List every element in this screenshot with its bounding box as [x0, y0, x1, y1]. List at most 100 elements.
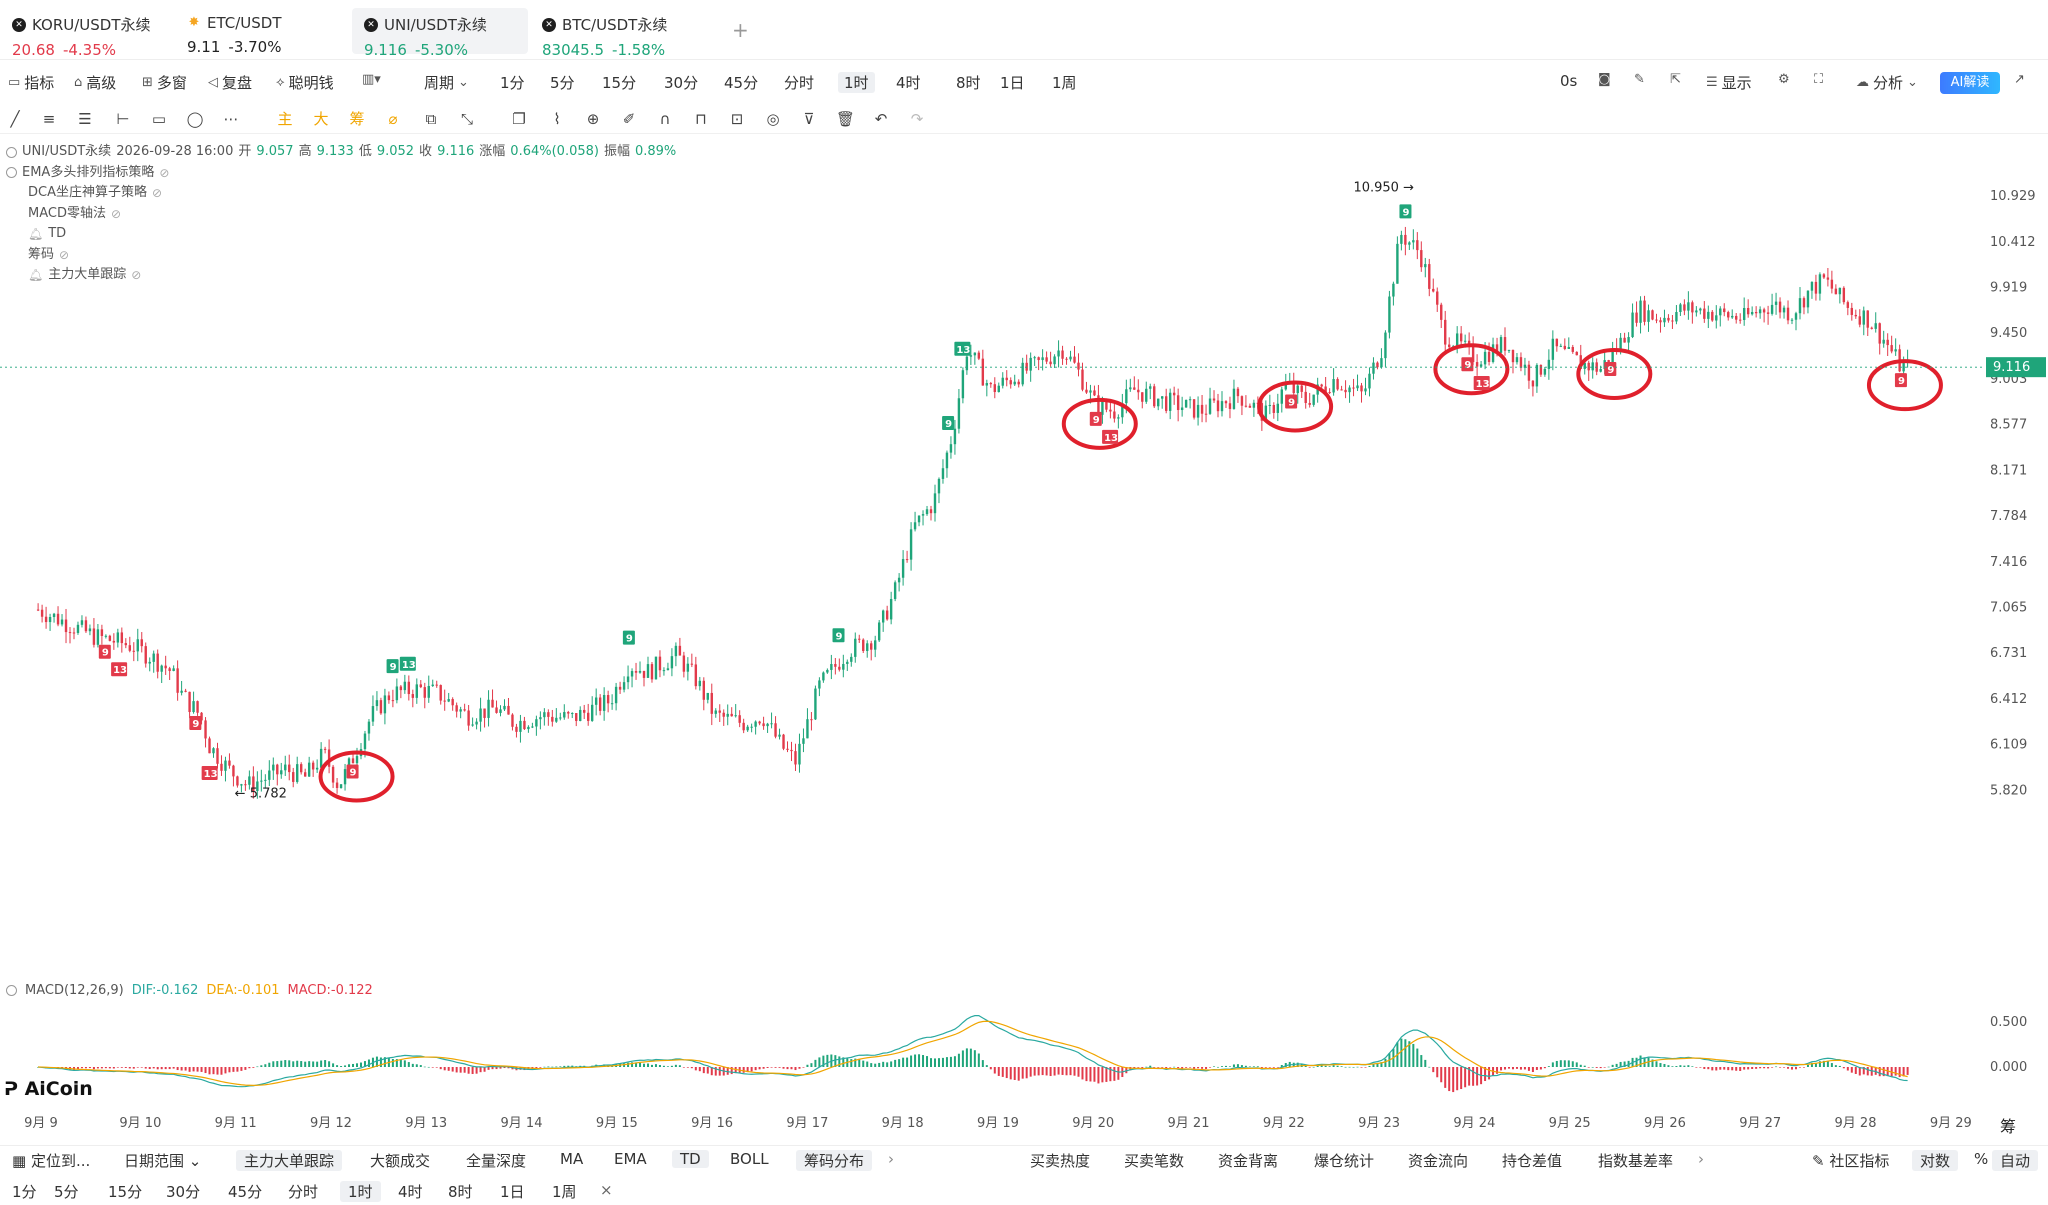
eye-off-icon[interactable]: ⊘ [131, 268, 142, 282]
period-10[interactable]: 1周 [1052, 74, 1077, 92]
bottom-period-3[interactable]: 30分 [166, 1183, 201, 1201]
indicator-0[interactable]: 主力大单跟踪 [236, 1150, 343, 1171]
strategy-ema[interactable]: EMA多头排列指标策略 ⊘ [6, 163, 676, 184]
horizontal-lines-icon[interactable]: ≡ [42, 110, 56, 128]
data-item-2[interactable]: 资金背离 [1218, 1152, 1279, 1170]
period-dropdown[interactable]: 周期 ⌄ [424, 74, 469, 92]
add-tab-icon[interactable]: + [732, 18, 749, 42]
indicator-button[interactable]: ▭ 指标 [8, 74, 55, 92]
indicator-7[interactable]: 筹码分布 [796, 1150, 873, 1171]
period-2[interactable]: 15分 [602, 74, 637, 92]
copy-drawing-icon[interactable]: ❐ [512, 110, 526, 128]
log-scale-toggle[interactable]: 对数 [1912, 1150, 1959, 1171]
display-button[interactable]: ☰ 显示 [1706, 74, 1752, 92]
copy-icon[interactable]: ⧉ [425, 110, 437, 128]
period-3[interactable]: 30分 [664, 74, 699, 92]
magnet-icon[interactable]: ∩ [659, 110, 671, 128]
bottom-period-9[interactable]: 1日 [500, 1183, 525, 1201]
indicator-2[interactable]: 全量深度 [466, 1152, 527, 1170]
close-circle-icon[interactable]: ✕ [12, 17, 26, 32]
ai-interpret-button[interactable]: AI解读 [1940, 72, 2000, 94]
collapse-circle-icon[interactable] [6, 146, 17, 158]
indicator-3[interactable]: MA [560, 1150, 584, 1168]
chip-marker-icon[interactable]: 筹 [349, 110, 365, 128]
price-chart[interactable]: 9 13 9 13 9 9 13 9 9 9 13 9 13 9 9 9 13 9 9 10.929 10.412 9.… [0, 140, 2048, 1130]
period-1[interactable]: 5分 [550, 74, 575, 92]
bottom-period-2[interactable]: 15分 [108, 1183, 143, 1201]
eye-off-icon[interactable]: ⊘ [159, 165, 170, 180]
bottom-period-0[interactable]: 1分 [12, 1183, 37, 1201]
fullscreen-icon[interactable]: ⛶ [1814, 72, 1824, 87]
settings-icon[interactable]: ⚙ [1778, 72, 1790, 87]
multi-window-button[interactable]: ⊞ 多窗 [142, 74, 187, 92]
tab-etc[interactable]: ✸ ETC/USDT 9.11 -3.70% [175, 8, 345, 56]
eye-off-icon[interactable]: ⊘ [151, 186, 163, 200]
advanced-button[interactable]: ⌂ 高级 [74, 74, 117, 92]
chevron-right-icon[interactable]: › [1698, 1150, 1704, 1168]
trend-line-icon[interactable]: ╱ [10, 110, 20, 128]
locate-button[interactable]: ▦ 定位到... [12, 1152, 91, 1170]
period-9[interactable]: 1日 [1000, 74, 1025, 92]
trash-icon[interactable]: 🗑 [836, 110, 856, 128]
indicator-6[interactable]: BOLL [730, 1150, 769, 1168]
eye-off-icon[interactable]: ⊘ [110, 206, 122, 221]
bottom-period-4[interactable]: 45分 [228, 1183, 263, 1201]
zoom-icon[interactable]: ⊕ [586, 110, 600, 128]
brush-icon[interactable]: ✐ [622, 110, 636, 128]
data-item-5[interactable]: 持仓差值 [1502, 1152, 1563, 1170]
ruler-icon[interactable]: ⌇ [553, 110, 561, 128]
date-range-dropdown[interactable]: 日期范围 ⌄ [124, 1152, 202, 1170]
more-icon[interactable]: ⋯ [223, 110, 239, 128]
period-4[interactable]: 45分 [724, 74, 759, 92]
eraser-marker-icon[interactable]: ⌀ [388, 110, 398, 128]
bottom-period-10[interactable]: 1周 [552, 1183, 577, 1201]
analysis-dropdown[interactable]: ☁ 分析 ⌄ [1856, 74, 1918, 92]
share-icon[interactable]: ⇱ [1670, 72, 1681, 87]
chips-side-label[interactable]: 筹 [2000, 1117, 2017, 1136]
main-marker-icon[interactable]: 主 [277, 110, 293, 128]
community-indicator-button[interactable]: ✎ 社区指标 [1812, 1152, 1890, 1170]
export-icon[interactable]: ↗ [2014, 72, 2025, 87]
collapse-circle-icon[interactable] [6, 985, 17, 996]
data-item-4[interactable]: 资金流向 [1408, 1152, 1469, 1170]
strategy-main-order[interactable]: 🔔︎ 主力大单跟踪 ⊘ [6, 265, 676, 286]
period-0[interactable]: 1分 [500, 74, 525, 92]
tab-btc[interactable]: ✕ BTC/USDT永续 83045.5 -1.58% [530, 8, 710, 59]
camera-icon[interactable]: ◙ [1598, 72, 1611, 87]
horizontal-ray-icon[interactable]: ⊢ [116, 110, 130, 128]
period-8[interactable]: 8时 [956, 74, 981, 92]
bottom-period-8[interactable]: 8时 [448, 1183, 473, 1201]
filter-icon[interactable]: ⊽ [803, 110, 815, 128]
tab-uni[interactable]: ✕ UNI/USDT永续 9.116 -5.30% [352, 8, 528, 59]
big-marker-icon[interactable]: 大 [313, 110, 329, 128]
percent-toggle[interactable]: % [1974, 1150, 1989, 1168]
bottom-period-6[interactable]: 1时 [340, 1181, 381, 1202]
chart-type-dropdown[interactable]: ▥▾ [362, 72, 381, 87]
hide-icon[interactable]: ◎ [766, 110, 780, 128]
pencil-icon[interactable]: ✎ [1634, 72, 1645, 87]
data-item-6[interactable]: 指数基差率 [1598, 1152, 1674, 1170]
chevron-right-icon[interactable]: › [888, 1150, 894, 1168]
bottom-period-7[interactable]: 4时 [398, 1183, 423, 1201]
strategy-td[interactable]: 🔔︎ TD [6, 224, 676, 245]
period-6[interactable]: 1时 [838, 72, 875, 93]
replay-button[interactable]: ◁ 复盘 [208, 74, 253, 92]
tab-koru[interactable]: ✕ KORU/USDT永续 20.68 -4.35% [0, 8, 170, 59]
smart-money-button[interactable]: ⟡ 聪明钱 [276, 74, 334, 92]
period-7[interactable]: 4时 [896, 74, 921, 92]
strategy-chips[interactable]: 筹码 ⊘ [6, 245, 676, 266]
parallel-lines-icon[interactable]: ☰ [78, 110, 92, 128]
undo-icon[interactable]: ↶ [874, 110, 888, 128]
ellipse-icon[interactable]: ◯ [186, 110, 204, 128]
period-5[interactable]: 分时 [784, 74, 815, 92]
bottom-period-5[interactable]: 分时 [288, 1183, 319, 1201]
auto-scale-toggle[interactable]: 自动 [1992, 1150, 2039, 1171]
close-icon[interactable]: × [600, 1181, 613, 1199]
lock-icon[interactable]: ⊓ [695, 110, 707, 128]
strategy-dca[interactable]: DCA坐庄神算子策略 ⊘ [6, 183, 676, 204]
template-icon[interactable]: ⊡ [730, 110, 744, 128]
strategy-macd[interactable]: MACD零轴法 ⊘ [6, 204, 676, 225]
bottom-period-1[interactable]: 5分 [54, 1183, 79, 1201]
magic-pen-icon[interactable]: ⤡ [460, 110, 473, 128]
close-circle-icon[interactable]: ✕ [364, 17, 378, 32]
